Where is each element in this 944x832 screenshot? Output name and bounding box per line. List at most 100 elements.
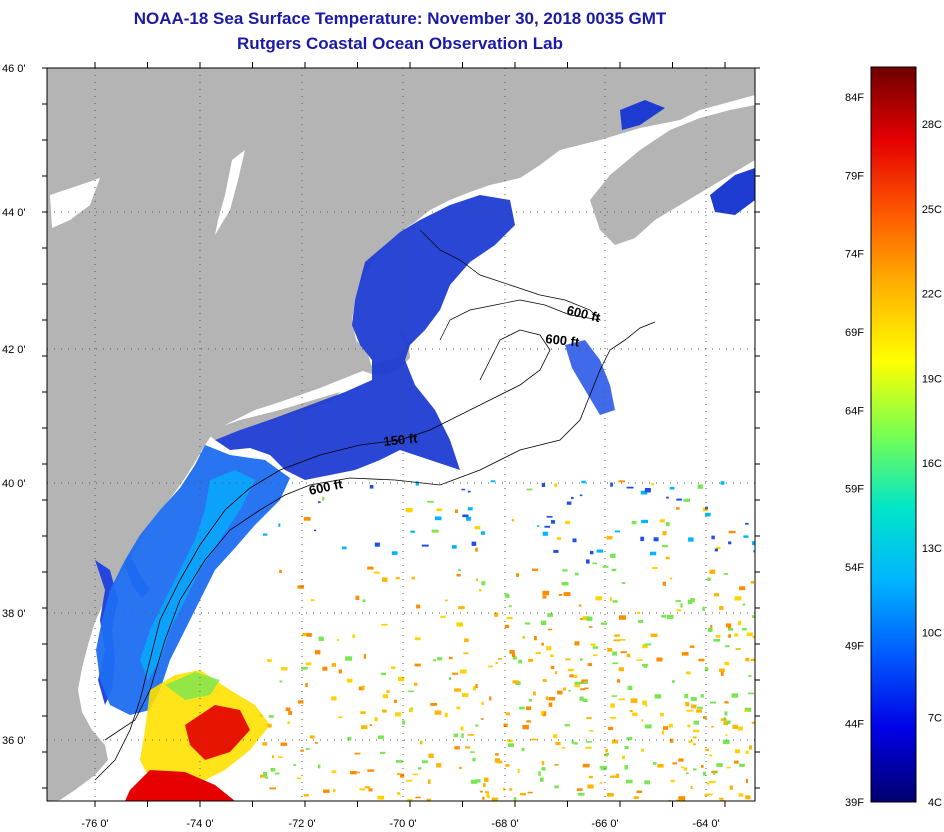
sst-pixel: [418, 767, 422, 770]
sst-pixel: [278, 756, 283, 759]
sst-pixel: [414, 682, 418, 686]
lat-label: 44 0': [2, 207, 26, 219]
sst-pixel: [636, 790, 643, 793]
sst-pixel: [672, 762, 677, 765]
sst-pixel: [397, 792, 401, 795]
sst-pixel: [729, 785, 733, 790]
sst-pixel: [751, 541, 755, 546]
sst-pixel: [566, 501, 572, 505]
sst-pixel: [573, 742, 578, 745]
sst-pixel: [739, 763, 745, 767]
sst-pixel: [541, 761, 545, 765]
sst-pixel: [513, 797, 517, 801]
sst-pixel: [475, 547, 478, 552]
sst-pixel: [434, 710, 442, 715]
sst-pixel: [533, 691, 536, 696]
sst-pixel: [716, 763, 723, 767]
sst-pixel: [548, 702, 553, 707]
sst-pixel: [626, 779, 633, 784]
sst-pixel: [420, 740, 423, 745]
sst-pixel: [481, 531, 485, 535]
sst-pixel: [494, 612, 499, 617]
colorbar-c-label: 28C: [922, 119, 942, 131]
sst-pixel: [681, 766, 685, 769]
sst-pixel: [586, 616, 593, 621]
sst-pixel: [711, 725, 714, 728]
colorbar-fahrenheit-labels: 84F 79F 74F 69F 64F 59F 54F 49F 44F 39F: [845, 92, 864, 809]
sst-pixel: [624, 746, 629, 750]
sst-pixel: [374, 542, 380, 547]
sst-pixel: [579, 696, 584, 701]
sst-pixel: [715, 635, 721, 638]
sst-pixel: [525, 706, 532, 710]
sst-pixel: [350, 771, 357, 775]
sst-pixel: [711, 535, 715, 540]
colorbar-c-label: 10C: [922, 628, 942, 640]
sst-pixel: [618, 480, 625, 483]
colorbar-celsius-labels: 28C 25C 22C 19C 16C 13C 10C 7C 4C: [922, 119, 942, 809]
colorbar-f-label: 84F: [845, 92, 864, 104]
sst-pixel: [727, 624, 732, 629]
sst-pixel: [331, 770, 337, 774]
sst-pixel: [584, 687, 589, 690]
sst-pixel: [696, 709, 703, 713]
sst-pixel: [402, 720, 406, 725]
sst-pixel: [669, 577, 673, 580]
sst-pixel: [544, 525, 550, 528]
sst-pixel: [612, 662, 619, 665]
sst-pixel: [495, 662, 498, 664]
sst-pixel: [588, 775, 593, 779]
lon-label: -66 0': [591, 818, 618, 830]
sst-pixel: [481, 718, 484, 720]
sst-pixel: [599, 781, 603, 784]
sst-pixel: [426, 798, 431, 801]
sst-pixel: [692, 768, 697, 771]
sst-pixel: [596, 549, 604, 553]
sst-pixel: [720, 799, 725, 801]
sst-pixel: [444, 712, 448, 718]
sst-pixel: [415, 481, 419, 486]
depth-contour-150ft: [94, 329, 551, 781]
sst-pixel: [702, 606, 705, 611]
sst-pixel: [303, 794, 309, 797]
sst-pixel: [624, 765, 628, 770]
sst-pixel: [650, 633, 658, 637]
sst-pixel: [606, 536, 613, 540]
sst-pixel: [690, 786, 693, 789]
sst-pixel: [548, 697, 556, 701]
sst-pixel: [453, 733, 458, 738]
sst-pixel: [589, 730, 594, 732]
sst-pixel: [524, 622, 531, 625]
sst-pixel: [506, 617, 513, 620]
sst-pixel: [582, 698, 588, 702]
sst-pixel: [467, 490, 471, 493]
sst-pixel: [595, 596, 602, 601]
sst-pixel: [345, 656, 353, 661]
sst-pixel: [614, 634, 620, 637]
colorbar-f-label: 49F: [845, 640, 864, 652]
map-subtitle: Rutgers Coastal Ocean Observation Lab: [237, 34, 563, 53]
sst-pixel: [407, 798, 413, 801]
sst-pixel: [616, 773, 620, 778]
sst-pixel: [690, 697, 697, 701]
sst-pixel: [460, 669, 467, 674]
sst-pixel: [577, 792, 585, 796]
sst-pixel: [702, 507, 709, 512]
sst-pixel: [434, 516, 442, 521]
sst-pixel: [586, 717, 592, 720]
sst-pixel: [437, 657, 443, 661]
sst-pixel: [745, 750, 749, 754]
sst-pixel: [626, 486, 634, 489]
sst-pixel: [490, 480, 496, 483]
sst-pixel: [554, 764, 559, 766]
sst-pixel: [735, 648, 741, 650]
sst-pixel: [476, 578, 478, 581]
sst-pixel: [479, 790, 483, 793]
depth-contour-gulf: [419, 229, 602, 341]
sst-pixel: [416, 604, 421, 609]
sst-pixel: [382, 694, 388, 699]
sst-pixel: [669, 486, 675, 490]
sst-pixel: [519, 706, 525, 710]
sst-pixel: [574, 683, 580, 688]
colorbar-c-label: 7C: [928, 712, 942, 724]
